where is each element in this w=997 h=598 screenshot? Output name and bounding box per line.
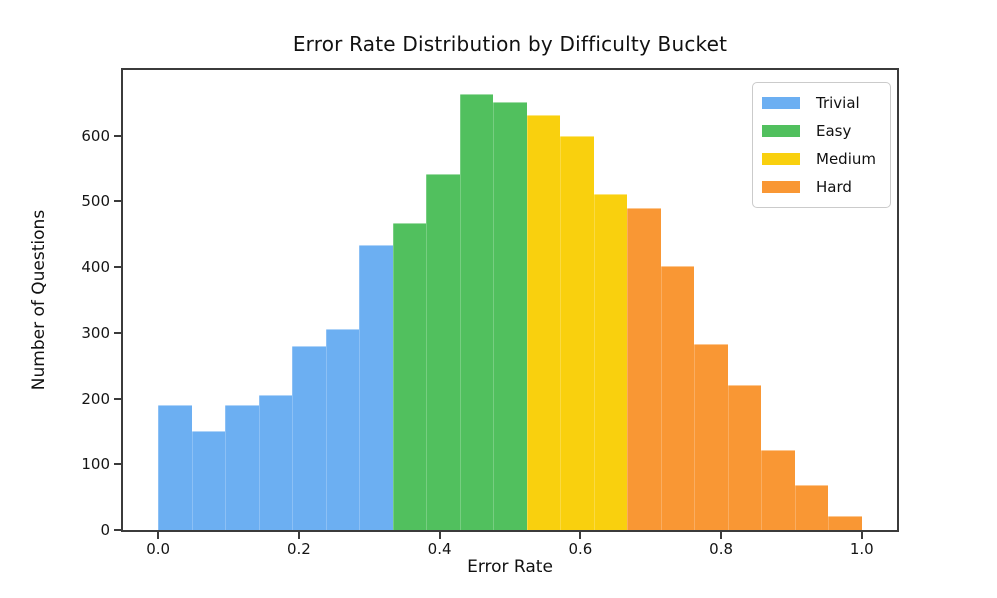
- y-tick-label: 400: [81, 258, 110, 277]
- y-tick: [114, 200, 121, 203]
- histogram-bar-hard: [627, 208, 661, 530]
- histogram-bar-hard: [828, 516, 862, 530]
- histogram-bar-hard: [794, 484, 829, 530]
- histogram-bar-easy: [392, 223, 427, 530]
- histogram-bar-easy: [426, 173, 460, 530]
- x-tick-label: 0.0: [146, 540, 171, 558]
- y-tick-label: 300: [81, 323, 110, 342]
- y-tick-label: 200: [81, 389, 110, 408]
- x-tick-label: 0.4: [427, 540, 452, 558]
- y-tick: [114, 266, 121, 269]
- y-tick-label: 0: [100, 521, 110, 539]
- chart-title: Error Rate Distribution by Difficulty Bu…: [292, 32, 728, 56]
- histogram-bar-hard: [761, 449, 795, 530]
- y-tick-label: 500: [81, 192, 110, 211]
- y-tick: [114, 463, 121, 466]
- x-tick: [860, 532, 863, 539]
- histogram-bar-trivial: [225, 405, 259, 530]
- histogram-bar-medium: [593, 194, 628, 530]
- histogram-bar-hard: [694, 344, 728, 530]
- histogram-bar-trivial: [359, 244, 393, 530]
- x-tick-label: 1.0: [849, 540, 874, 558]
- x-tick: [438, 532, 441, 539]
- legend-swatch-easy: [762, 125, 801, 137]
- y-tick: [114, 397, 121, 400]
- legend-item: Hard: [762, 173, 876, 201]
- legend-swatch-medium: [762, 153, 801, 165]
- legend-label: Medium: [816, 150, 876, 168]
- x-tick: [579, 532, 582, 539]
- legend-label: Trivial: [816, 94, 860, 112]
- x-tick-label: 0.2: [286, 540, 311, 558]
- histogram-bar-hard: [660, 265, 695, 530]
- histogram-bar-trivial: [325, 328, 360, 530]
- histogram-bar-easy: [459, 94, 494, 530]
- y-tick-label: 100: [81, 455, 110, 474]
- y-tick-label: 600: [81, 126, 110, 145]
- y-tick: [114, 331, 121, 334]
- histogram-bar-trivial: [158, 405, 192, 530]
- histogram-bar-trivial: [191, 431, 226, 530]
- histogram-bar-easy: [493, 102, 527, 530]
- histogram-bar-medium: [560, 136, 594, 530]
- histogram-bar-trivial: [258, 395, 293, 530]
- legend-item: Easy: [762, 117, 876, 145]
- legend-label: Easy: [816, 122, 852, 140]
- x-tick: [297, 532, 300, 539]
- y-axis-label: Number of Questions: [29, 209, 49, 391]
- histogram-bar-medium: [526, 114, 561, 530]
- legend-item: Trivial: [762, 89, 876, 117]
- histogram-bar-trivial: [292, 346, 326, 530]
- x-tick-label: 0.8: [709, 540, 734, 558]
- legend-swatch-hard: [762, 181, 801, 193]
- y-tick: [114, 134, 121, 137]
- legend: Trivial Easy Medium Hard: [752, 82, 891, 208]
- x-tick-label: 0.6: [568, 540, 593, 558]
- y-tick: [114, 529, 121, 531]
- x-tick: [157, 532, 160, 539]
- histogram-bar-hard: [727, 385, 762, 530]
- legend-label: Hard: [816, 178, 852, 196]
- x-axis-label: Error Rate: [467, 557, 553, 577]
- legend-swatch-trivial: [762, 97, 801, 109]
- legend-item: Medium: [762, 145, 876, 173]
- x-tick: [720, 532, 723, 539]
